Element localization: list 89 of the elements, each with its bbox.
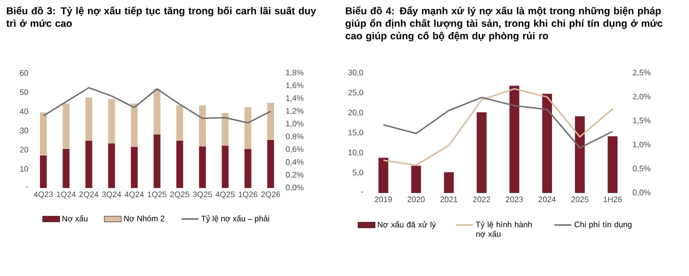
chart-title: Biểu đồ 3: Tỷ lệ nợ xấu tiếp tục tăng trong bối carh lãi suất duy trì ở mức cao — [6, 6, 316, 27]
bar — [62, 148, 70, 188]
y2-tick-label: 2,0% — [632, 94, 650, 100]
x-tick-label: 1H26 — [604, 196, 622, 202]
legend-label: Tỷ lệ hình hành nợ xấu — [476, 221, 532, 238]
y2-tick-label: 1,8% — [286, 70, 304, 76]
bar — [154, 134, 160, 188]
bar — [222, 113, 229, 146]
x-tick-label: 2Q26 — [261, 192, 280, 199]
y2-tick-label: 0,5% — [632, 166, 650, 172]
bar — [267, 102, 274, 140]
bar — [154, 88, 160, 134]
y2-tick-label: 0,2% — [286, 172, 304, 179]
bar — [40, 155, 47, 188]
y-tick-label: 60 — [20, 70, 28, 76]
y-tick-label: 20 — [20, 146, 28, 152]
bar — [542, 94, 552, 193]
x-tick-label: 1Q25 — [148, 192, 166, 199]
y2-tick-label: 0,8% — [286, 134, 304, 140]
x-tick-label: 3Q24 — [102, 192, 122, 199]
x-tick-label: 2019 — [374, 196, 392, 202]
bar — [608, 136, 618, 193]
bar — [574, 116, 585, 193]
x-tick-label: 2024 — [538, 196, 556, 202]
bar — [85, 98, 92, 141]
bar — [411, 166, 422, 193]
y-tick-label: 15,0 — [348, 130, 364, 136]
bar — [244, 107, 252, 149]
bar — [222, 146, 229, 188]
x-tick-label: 4Q25 — [216, 192, 235, 199]
y2-tick-label: 2,5% — [632, 70, 650, 76]
y-tick-label: 30 — [20, 128, 28, 134]
y2-tick-label: 1,5% — [633, 118, 650, 124]
bar — [378, 158, 388, 193]
chart-title: Biểu đồ 4: Đẩy mạnh xử lý nợ xấu là một trong những biện pháp giúp ổn định chất lượng tài sản, trong khi chi phí tín dụng ở mức cao giúp củng cố bộ đệm dự phòng rủi ro — [346, 6, 662, 42]
x-tick-label: 1Q24 — [56, 192, 76, 199]
bar — [62, 103, 70, 149]
bar — [444, 172, 454, 193]
y-tick-label: 40 — [20, 108, 28, 114]
y2-tick-label: 1,0% — [286, 120, 304, 128]
y2-tick-label: 0,0% — [286, 184, 304, 192]
x-tick-label: 4Q24 — [124, 192, 144, 199]
bar — [85, 140, 92, 188]
bar — [476, 112, 487, 193]
legend-label: Nợ xấu đã xử lý — [378, 221, 436, 229]
y-tick-label: 20,0 — [348, 110, 364, 116]
x-tick-label: 2022 — [473, 196, 490, 202]
bar — [40, 112, 47, 156]
line-series — [42, 86, 272, 124]
x-tick-label: 2Q24 — [79, 192, 98, 199]
bar — [176, 140, 184, 188]
bar — [130, 146, 138, 188]
line-series — [382, 88, 614, 166]
x-tick-label: 2020 — [408, 196, 425, 202]
legend-label: Tỷ lệ nợ xấu – phải — [201, 215, 270, 223]
line-series — [382, 96, 614, 149]
legend-label: Nợ xấu — [62, 215, 88, 223]
y-tick-label: 30,0 — [348, 70, 364, 76]
bar — [108, 144, 115, 188]
legend-label: Nợ Nhóm 2 — [124, 215, 164, 222]
legend-label: Chi phí tín dụng — [574, 221, 632, 229]
y2-tick-label: 0,6% — [286, 146, 304, 153]
y-tick-label: 25,0 — [348, 90, 364, 96]
y-tick-label: 10,0 — [348, 150, 364, 156]
y-tick-label: 10 — [20, 166, 28, 172]
x-tick-label: 4Q23 — [34, 192, 53, 199]
y-tick-label: 5,0 — [352, 170, 364, 176]
bar — [199, 105, 206, 146]
bar — [267, 140, 274, 188]
bar — [108, 99, 115, 144]
x-tick-label: 2023 — [506, 196, 523, 202]
x-tick-label: 3Q25 — [192, 192, 212, 199]
x-tick-label: 1Q26 — [238, 192, 258, 199]
y2-tick-label: 0,0% — [632, 190, 650, 196]
bar — [176, 105, 184, 141]
bar — [244, 148, 252, 188]
x-tick-label: 2021 — [440, 196, 458, 202]
y2-tick-label: 1,6% — [286, 82, 304, 90]
y2-tick-label: 1,4% — [286, 95, 304, 102]
y-tick-label: - — [26, 186, 28, 188]
x-tick-label: 2025 — [571, 196, 588, 202]
x-tick-label: 2Q25 — [170, 192, 190, 199]
y2-tick-label: 1,0% — [633, 142, 650, 148]
bar — [509, 86, 520, 193]
y-tick-label: 50 — [20, 89, 28, 95]
bar — [130, 103, 138, 147]
y2-tick-label: 0,4% — [286, 159, 304, 166]
bar — [199, 146, 206, 188]
y2-tick-label: 1,2% — [286, 108, 304, 115]
